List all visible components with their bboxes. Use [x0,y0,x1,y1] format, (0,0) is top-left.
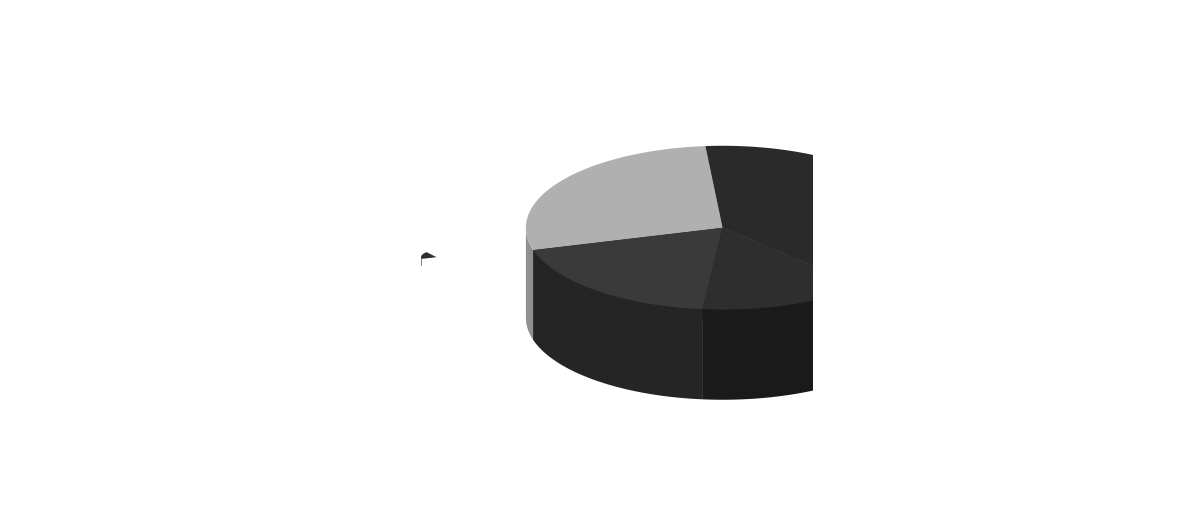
Polygon shape [702,228,861,310]
Polygon shape [534,250,702,400]
Polygon shape [706,146,919,286]
Polygon shape [702,286,861,400]
Polygon shape [525,146,722,250]
Polygon shape [722,228,861,376]
Polygon shape [421,252,436,259]
Polygon shape [525,228,534,340]
Polygon shape [534,228,722,309]
Polygon shape [722,228,861,376]
Polygon shape [534,228,722,340]
Polygon shape [861,229,919,376]
Polygon shape [702,228,722,400]
Polygon shape [534,228,722,340]
Polygon shape [702,228,722,400]
